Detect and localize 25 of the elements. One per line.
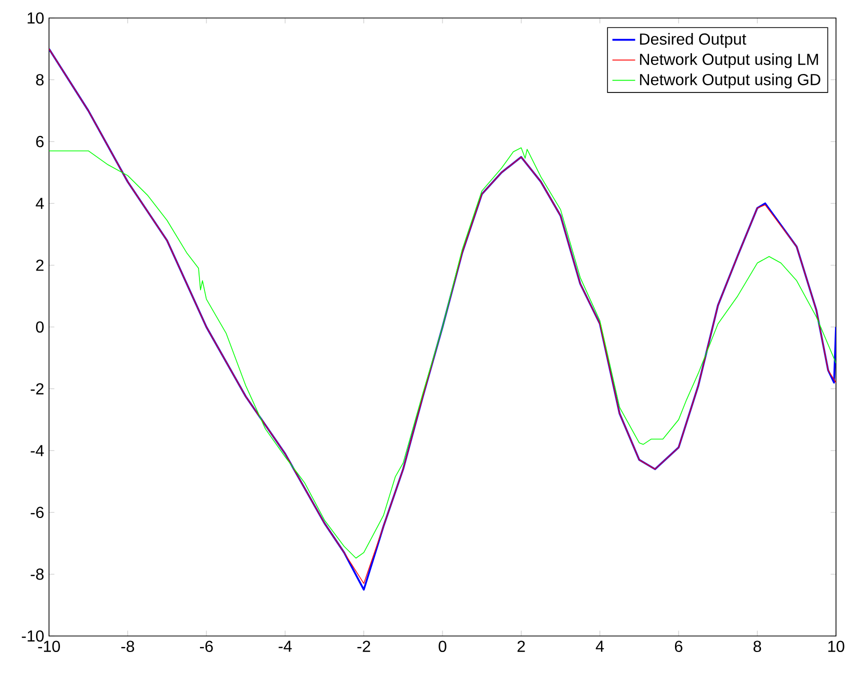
legend-label: Network Output using GD [640, 74, 820, 88]
line-series [49, 147, 836, 559]
x-tick-label: -4 [278, 640, 292, 652]
x-tick-label: -6 [200, 640, 213, 652]
x-tick-label: 2 [518, 640, 525, 652]
y-tick-label: 2 [36, 260, 44, 271]
y-tick-label: -10 [22, 630, 44, 642]
x-tick-label: 0 [438, 640, 446, 652]
x-tick-label: -2 [357, 640, 370, 652]
x-tick-label: 4 [596, 640, 604, 652]
legend-label: Desired Output [640, 33, 746, 48]
x-tick-label: -8 [121, 640, 134, 652]
y-tick-label: -8 [30, 568, 44, 580]
y-tick-label: -4 [30, 445, 44, 456]
y-tick-label: 10 [28, 12, 44, 24]
x-tick-label: 8 [754, 640, 762, 652]
y-tick-label: -2 [30, 383, 44, 394]
x-tick-label: 6 [674, 640, 682, 652]
legend-label: Network Output using LM [640, 53, 818, 68]
y-tick-label: 0 [36, 321, 44, 333]
y-tick-label: -6 [30, 506, 44, 518]
y-tick-label: 8 [36, 74, 44, 86]
x-tick-label: 10 [828, 640, 844, 652]
y-tick-label: 6 [36, 136, 44, 148]
y-tick-label: 4 [36, 198, 44, 209]
